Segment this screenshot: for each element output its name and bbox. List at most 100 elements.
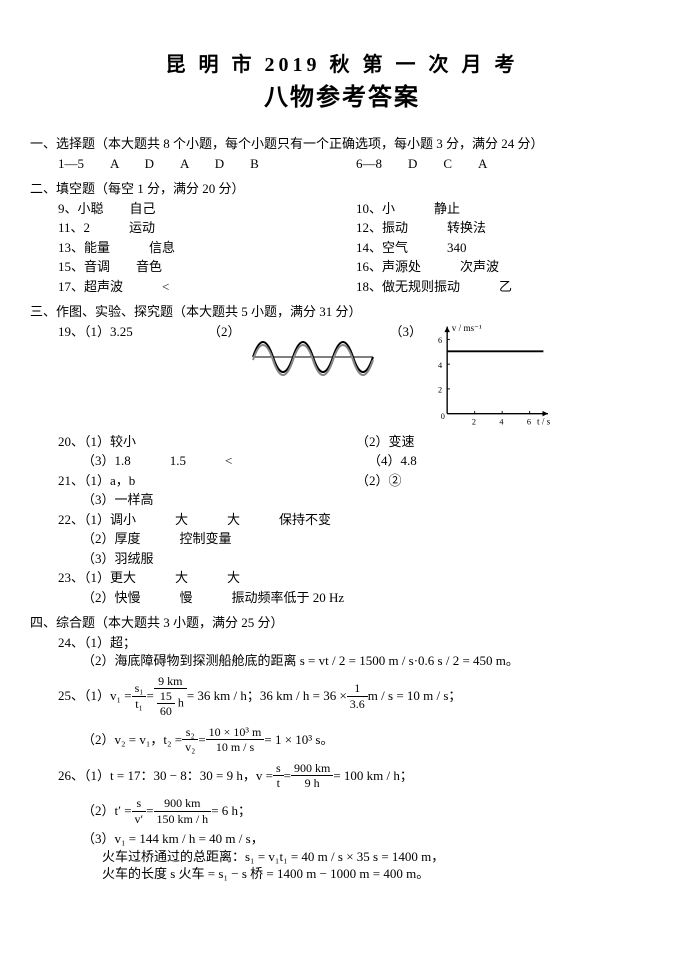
- q25-1: 25、（1）v₁ = s₁ t₁ = 9 km 15 60 h = 36 km …: [30, 674, 654, 719]
- q26-2-pre: （2）t′ =: [82, 801, 132, 821]
- q20-b: （2）变速: [356, 432, 654, 452]
- frac-num: 9 km: [154, 674, 187, 689]
- q26-1-frac2: 900 km 9 h: [291, 761, 333, 791]
- q25-2: （2）v₂ = v₁，t₂ = s₂ v₂ = 10 × 10³ m 10 m …: [30, 725, 654, 755]
- q26-3a: （3）v₁ = 144 km / h = 40 m / s，: [30, 830, 654, 848]
- q23-b: （2）快慢 慢 振动频率低于 20 Hz: [30, 588, 654, 608]
- frac-den: 10 m / s: [206, 740, 265, 754]
- document-title: 昆 明 市 2019 秋 第 一 次 月 考 八物参考答案: [30, 50, 654, 116]
- svg-text:2: 2: [438, 385, 442, 394]
- section-1-answers: 1—5 A D A D B 6—8 D C A: [30, 154, 654, 174]
- q26-1-frac1: s t: [273, 761, 284, 791]
- q25-1-eq1: =: [146, 686, 153, 706]
- frac-den: t: [273, 776, 284, 790]
- frac-num: 900 km: [154, 796, 212, 811]
- svg-text:6: 6: [527, 417, 531, 426]
- q26-1-end: = 100 km / h；: [333, 766, 413, 786]
- frac-den-inner: 60: [157, 704, 175, 718]
- wave-diagram: [248, 322, 378, 392]
- q24-a: 24、（1）超；: [30, 633, 654, 653]
- sec2-row-1-r: 12、振动 转换法: [356, 218, 654, 238]
- section-2-head: 二、填空题（每空 1 分，满分 20 分）: [30, 179, 654, 199]
- sec2-row-0-r: 10、小 静止: [356, 199, 654, 219]
- q20-a: 20、（1）较小: [58, 432, 356, 452]
- q25-1-frac2: 9 km 15 60 h: [154, 674, 187, 719]
- sec2-row-2-l: 13、能量 信息: [58, 238, 356, 258]
- velocity-chart: v / ms⁻¹ t / s 0 2 4 6 2 4 6: [428, 322, 558, 432]
- q25-2-frac1: s₂ v₂: [182, 725, 198, 755]
- q24-b: （2）海底障碍物到探测船舱底的距离 s = vt / 2 = 1500 m / …: [30, 652, 654, 670]
- q26-2-end: = 6 h；: [211, 801, 251, 821]
- frac-den: 3.6: [347, 697, 368, 711]
- q19-p2: （2）: [208, 322, 248, 342]
- frac-num: s₁: [132, 681, 147, 696]
- q20-d: （4）4.8: [368, 451, 654, 471]
- q21-row1: 21、（1）a，b （2）②: [30, 471, 654, 491]
- q19-row: 19、（1）3.25 （2） （3） v / ms⁻¹ t / s 0 2 4 …: [30, 322, 654, 432]
- frac-den: 9 h: [291, 776, 333, 790]
- sec1-left: 1—5 A D A D B: [58, 154, 356, 174]
- frac-den: 15 60 h: [154, 689, 187, 719]
- q25-2-frac2: 10 × 10³ m 10 m / s: [206, 725, 265, 755]
- sec2-row-4-r: 18、做无规则振动 乙: [356, 277, 654, 297]
- q26-2-frac1: s v′: [132, 796, 147, 826]
- frac-den: v′: [132, 812, 147, 826]
- title-line-2: 八物参考答案: [30, 80, 654, 116]
- q20-row2: （3）1.8 1.5 < （4）4.8: [30, 451, 654, 471]
- q26-3b: 火车过桥通过的总距离：s₁ = v₁t₁ = 40 m / s × 35 s =…: [30, 848, 654, 866]
- svg-text:4: 4: [499, 417, 503, 426]
- sec2-row-1: 11、2 运动 12、振动 转换法: [30, 218, 654, 238]
- sec2-row-3: 15、音调 音色 16、声源处 次声波: [30, 257, 654, 277]
- sec2-row-0-l: 9、小聪 自己: [58, 199, 356, 219]
- sec2-row-3-l: 15、音调 音色: [58, 257, 356, 277]
- frac-num: 900 km: [291, 761, 333, 776]
- q25-2-eq: =: [198, 730, 205, 750]
- frac-num: s: [273, 761, 284, 776]
- q21-c: （3）一样高: [30, 490, 654, 510]
- chart-xlabel: t / s: [537, 416, 551, 426]
- q25-1-pre: 25、（1）v₁ =: [58, 686, 132, 706]
- frac-den: v₂: [182, 740, 198, 754]
- title-line-1: 昆 明 市 2019 秋 第 一 次 月 考: [30, 50, 654, 80]
- frac-num: s: [132, 796, 147, 811]
- q23-a: 23、（1）更大 大 大: [30, 568, 654, 588]
- q25-1-frac3: 1 3.6: [347, 681, 368, 711]
- q25-2-pre: （2）v₂ = v₁，t₂ =: [82, 730, 182, 750]
- sec2-row-4-l: 17、超声波 <: [58, 277, 356, 297]
- q25-1-frac1: s₁ t₁: [132, 681, 147, 711]
- frac-num: 1: [347, 681, 368, 696]
- sec2-row-3-r: 16、声源处 次声波: [356, 257, 654, 277]
- svg-text:4: 4: [438, 360, 442, 369]
- q22-a: 22、（1）调小 大 大 保持不变: [30, 510, 654, 530]
- sec2-row-2-r: 14、空气 340: [356, 238, 654, 258]
- q19-p1: 19、（1）3.25: [58, 322, 208, 342]
- svg-text:2: 2: [472, 417, 476, 426]
- frac-num: s₂: [182, 725, 198, 740]
- sec2-row-4: 17、超声波 < 18、做无规则振动 乙: [30, 277, 654, 297]
- frac-num: 10 × 10³ m: [206, 725, 265, 740]
- q26-2-frac2: 900 km 150 km / h: [154, 796, 212, 826]
- frac-den: t₁: [132, 697, 147, 711]
- q20-c: （3）1.8 1.5 <: [82, 451, 368, 471]
- frac-den: 150 km / h: [154, 812, 212, 826]
- q25-1-end: m / s = 10 m / s；: [368, 686, 462, 706]
- sec2-row-1-l: 11、2 运动: [58, 218, 356, 238]
- q26-3c: 火车的长度 s 火车 = s₁ − s 桥 = 1400 m − 1000 m …: [30, 865, 654, 883]
- q26-2-eq: =: [146, 801, 153, 821]
- q21-b: （2）②: [356, 471, 654, 491]
- sec2-row-2: 13、能量 信息 14、空气 340: [30, 238, 654, 258]
- chart-ylabel: v / ms⁻¹: [452, 323, 482, 333]
- q22-b: （2）厚度 控制变量: [30, 529, 654, 549]
- q26-1-eq: =: [284, 766, 291, 786]
- q25-2-end: = 1 × 10³ s。: [264, 730, 333, 750]
- frac-den-suffix: h: [175, 696, 184, 710]
- q19-p3: （3）: [378, 322, 428, 342]
- sec2-row-0: 9、小聪 自己 10、小 静止: [30, 199, 654, 219]
- q26-1-pre: 26、（1）t = 17：30 − 8：30 = 9 h，v =: [58, 766, 273, 786]
- q26-2: （2）t′ = s v′ = 900 km 150 km / h = 6 h；: [30, 796, 654, 826]
- q25-1-mid: = 36 km / h；36 km / h = 36 ×: [187, 686, 347, 706]
- q21-a: 21、（1）a，b: [58, 471, 356, 491]
- sec1-right: 6—8 D C A: [356, 154, 654, 174]
- q20-row1: 20、（1）较小 （2）变速: [30, 432, 654, 452]
- svg-text:0: 0: [441, 412, 445, 421]
